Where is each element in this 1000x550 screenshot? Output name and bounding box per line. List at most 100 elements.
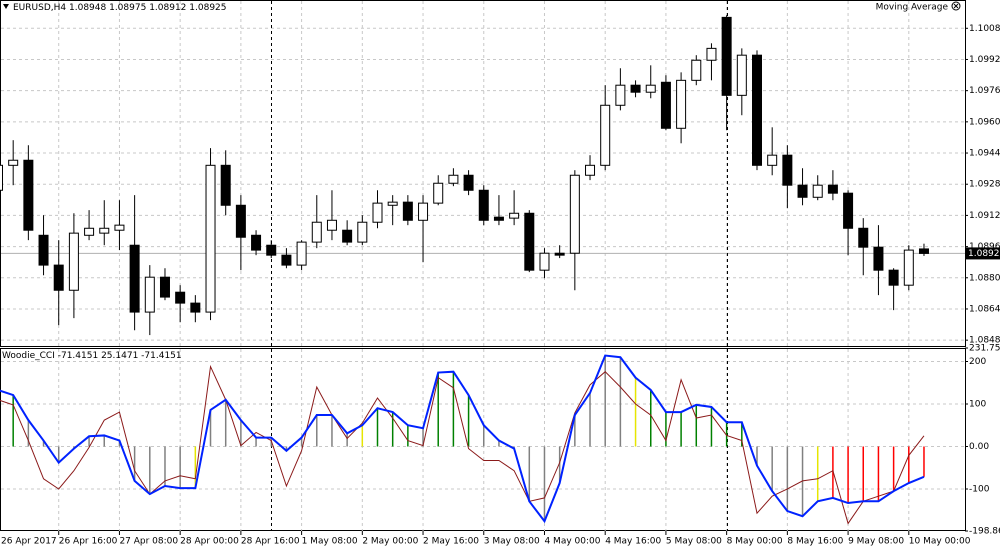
candle-body <box>767 154 778 166</box>
candle-body <box>23 159 34 231</box>
candle-body <box>251 234 262 251</box>
x-tick-label: 28 Apr 00:00 <box>180 537 239 547</box>
x-tick-label: 28 Apr 16:00 <box>241 537 300 547</box>
cci-last: -71.4151 <box>58 351 98 361</box>
candle-body <box>630 84 641 93</box>
y-tick-label: 100 <box>969 399 986 409</box>
cci-line <box>0 354 925 524</box>
y-tick-label: 1.09440 <box>969 149 1000 159</box>
y-tick-label: 1.08960 <box>969 242 1000 252</box>
y-tick-label: 1.08800 <box>969 273 1000 283</box>
indicator-header: Woodie_CCI -71.4151 25.1471 -71.4151 <box>2 351 182 361</box>
candle-body <box>159 276 170 298</box>
x-tick-label: 2 May 16:00 <box>423 537 479 547</box>
y-tick-label: 1.08480 <box>969 336 1000 346</box>
y-tick-label: 1.09920 <box>969 55 1000 65</box>
candle-body <box>509 212 520 219</box>
indicator-title: Woodie_CCI <box>2 351 55 361</box>
candle-body <box>175 291 186 304</box>
candle-body <box>706 47 717 61</box>
last-high: 1.08975 <box>109 3 146 13</box>
candle-body <box>873 246 884 271</box>
x-tick-label: 8 May 16:00 <box>787 537 843 547</box>
candle-body <box>736 54 747 96</box>
tcci-last: 25.1471 <box>101 351 138 361</box>
candle-body <box>357 221 368 243</box>
y-tick-label: 1.09120 <box>969 211 1000 221</box>
price-label-box <box>966 247 1000 260</box>
x-tick-label: 26 Apr 16:00 <box>59 537 118 547</box>
x-tick-label: 2 May 00:00 <box>362 537 418 547</box>
candle-body <box>524 212 535 271</box>
candle-body <box>569 174 580 254</box>
candle-body <box>311 221 322 243</box>
y-tick-label: 1.09280 <box>969 180 1000 190</box>
close-icon[interactable] <box>951 1 961 11</box>
grid <box>1 1 965 531</box>
candle-body <box>402 201 413 221</box>
candle-body <box>53 264 64 291</box>
candle-body <box>858 227 869 248</box>
candle-body <box>539 252 550 271</box>
close-icon-cross <box>953 3 959 9</box>
x-tick-label: 10 May 00:00 <box>909 537 971 547</box>
y-tick-label: 1.09760 <box>969 86 1000 96</box>
candle-body <box>281 254 292 266</box>
candle-body <box>418 202 429 221</box>
candle-body <box>721 16 732 96</box>
x-tick-label: 8 May 00:00 <box>727 537 783 547</box>
indicator-label[interactable]: Moving Average <box>876 3 949 13</box>
candle-body <box>372 202 383 223</box>
candle-body <box>235 204 246 238</box>
candle-body <box>660 81 671 129</box>
candle-body <box>387 201 398 206</box>
candle-body <box>129 244 140 313</box>
candle-body <box>843 192 854 229</box>
candle-body <box>615 84 626 106</box>
histogram-last: -71.4151 <box>141 351 181 361</box>
last-close: 1.08925 <box>189 3 226 13</box>
candle-body <box>205 164 216 313</box>
x-tick-label: 1 May 08:00 <box>302 537 358 547</box>
y-tick-label: 200 <box>969 357 986 367</box>
candle-body <box>463 174 474 191</box>
candle-body <box>38 234 49 266</box>
candle-body <box>782 154 793 186</box>
last-low: 1.08912 <box>149 3 186 13</box>
candle-body <box>888 269 899 286</box>
x-tick-label: 4 May 16:00 <box>605 537 661 547</box>
y-tick-label: 1.09600 <box>969 117 1000 127</box>
y-tick-label: 1.10080 <box>969 24 1000 34</box>
tcci-line <box>0 364 925 525</box>
candle-body <box>554 252 565 256</box>
candle-body <box>266 244 277 256</box>
candle-body <box>478 189 489 221</box>
x-tick-label: 26 Apr 2017 <box>1 537 57 547</box>
candle-body <box>342 229 353 243</box>
candle-body <box>918 248 929 254</box>
candle-body <box>600 104 611 166</box>
y-tick-label: -100 <box>969 484 990 494</box>
candle-body <box>8 159 19 166</box>
candle-body <box>68 232 79 291</box>
y-tick-label: 0.00 <box>969 442 989 452</box>
candle-body <box>448 174 459 184</box>
candle-body <box>493 216 504 221</box>
candle-body <box>144 276 155 313</box>
candle-body <box>190 302 201 313</box>
candle-body <box>326 219 337 231</box>
marks <box>0 15 929 525</box>
y-tick-label: 1.08640 <box>969 304 1000 314</box>
indicator-panel-border <box>0 348 966 531</box>
x-tick-label: 4 May 00:00 <box>544 537 600 547</box>
candle-body <box>827 184 838 194</box>
candle-body <box>585 164 596 176</box>
chart-header: EURUSD,H4 1.08948 1.08975 1.08912 1.0892… <box>13 3 227 13</box>
symbol-icon <box>3 4 9 9</box>
candle-body <box>752 54 762 166</box>
candle-body <box>691 59 702 81</box>
candle-body <box>84 227 95 236</box>
x-tick-label: 5 May 08:00 <box>666 537 722 547</box>
candle-body <box>296 241 307 266</box>
